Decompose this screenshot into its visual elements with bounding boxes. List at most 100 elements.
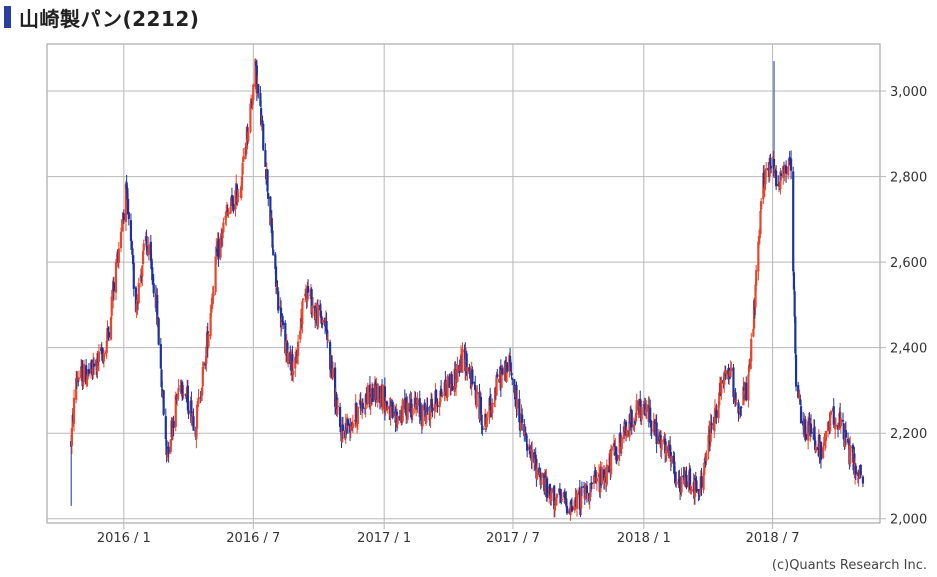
candle-body — [279, 307, 283, 328]
candle-body — [270, 218, 273, 233]
candle-body — [249, 103, 252, 132]
candle-body — [769, 157, 772, 165]
candle-body — [491, 403, 494, 414]
candle-body — [336, 408, 339, 415]
candle-body — [331, 368, 335, 378]
candle-body — [660, 440, 663, 450]
candle-body — [600, 467, 603, 485]
candle-body — [585, 484, 588, 486]
candle-body — [799, 406, 803, 424]
chart-title-bar: 山崎製パン(2212) — [4, 4, 199, 31]
candle-body — [294, 357, 297, 369]
candle-body — [435, 389, 438, 404]
candle-body — [169, 439, 172, 453]
candle-body — [730, 368, 733, 371]
candle-body — [610, 451, 613, 475]
candle-body — [734, 392, 737, 400]
candle-body — [405, 397, 408, 416]
candle-body — [809, 423, 813, 434]
candle-body — [212, 292, 215, 297]
candle-body — [406, 402, 409, 420]
candle-body — [694, 477, 697, 481]
candle-body — [181, 394, 184, 397]
candle-body — [421, 404, 424, 427]
candle-body — [231, 198, 234, 206]
candle-body — [438, 401, 441, 408]
candle-body — [792, 272, 796, 290]
candle-body — [205, 346, 208, 364]
candle-body — [634, 412, 638, 422]
candle-body — [555, 499, 558, 503]
candle-body — [131, 248, 134, 255]
candle-body — [219, 236, 222, 258]
candle-body — [813, 426, 816, 441]
candle-body — [187, 410, 190, 415]
candle-body — [675, 481, 678, 485]
candle-body — [560, 496, 563, 502]
candle-body — [638, 399, 641, 417]
candle-body — [829, 413, 832, 431]
candle-body — [254, 58, 257, 87]
x-tick-label: 2017 / 7 — [486, 531, 540, 546]
candle-body — [459, 366, 462, 371]
candle-body — [100, 348, 103, 355]
candle-body — [625, 429, 628, 438]
candle-body — [125, 182, 128, 190]
x-tick-label: 2016 / 7 — [226, 531, 280, 546]
candle-body — [649, 407, 652, 423]
candle-body — [620, 437, 623, 449]
candle-body — [558, 488, 561, 496]
candle-body — [145, 236, 148, 245]
candle-body — [200, 387, 204, 396]
candle-body — [632, 424, 635, 430]
candle-body — [523, 423, 526, 437]
candle-body — [297, 341, 300, 357]
candle-body — [529, 449, 532, 452]
candle-body — [738, 408, 741, 412]
candle-body — [481, 425, 484, 430]
candle-body — [541, 473, 544, 478]
candle-body — [439, 390, 442, 403]
candle-body — [222, 222, 225, 233]
grid-layer — [46, 43, 886, 529]
candle-body — [859, 465, 862, 476]
candle-body — [82, 381, 85, 386]
candle-body — [242, 156, 245, 162]
candle-body — [335, 394, 338, 414]
candle-body — [182, 393, 185, 395]
candle-body — [430, 398, 433, 409]
candle-body — [649, 420, 653, 428]
candle-body — [390, 400, 393, 407]
candle-body — [592, 475, 596, 484]
candle-body — [186, 385, 189, 411]
candle-body — [670, 456, 673, 464]
candle-body — [415, 403, 418, 411]
candle-body — [398, 416, 401, 421]
candle-body — [102, 352, 106, 362]
candle-body — [250, 101, 253, 103]
candle-body — [114, 261, 118, 293]
candle-body — [431, 407, 434, 411]
candle-body — [201, 367, 204, 387]
candle-body — [310, 289, 313, 315]
candle-body — [511, 377, 514, 380]
candle-body — [448, 374, 451, 388]
candle-body — [227, 212, 230, 215]
candle-body — [685, 474, 688, 488]
candle-body — [326, 339, 330, 341]
candle-body — [639, 398, 642, 406]
candle-body — [420, 412, 423, 421]
candle-body — [777, 186, 781, 188]
candle-body — [440, 394, 443, 397]
candle-body — [495, 375, 498, 396]
candle-body — [160, 369, 163, 387]
candle-body — [230, 197, 233, 207]
candle-body — [191, 416, 194, 426]
candle-body — [688, 468, 692, 491]
candle-body — [550, 491, 553, 501]
candle-body — [326, 330, 329, 341]
candle-body — [106, 327, 109, 341]
candle-body — [496, 374, 499, 377]
candle-body — [698, 490, 702, 495]
candle-body — [157, 318, 160, 345]
